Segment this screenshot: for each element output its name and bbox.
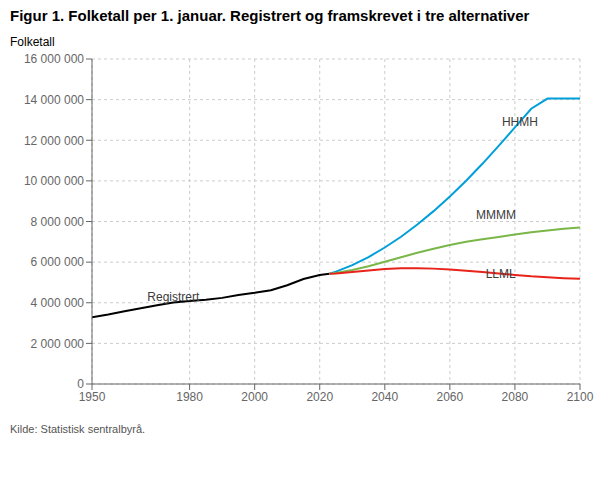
svg-text:16 000 000: 16 000 000 (24, 52, 84, 66)
svg-text:6 000 000: 6 000 000 (31, 255, 85, 269)
svg-text:2 000 000: 2 000 000 (31, 337, 85, 351)
svg-text:1980: 1980 (176, 390, 203, 404)
svg-text:0: 0 (77, 377, 84, 391)
svg-text:12 000 000: 12 000 000 (24, 134, 84, 148)
svg-text:1950: 1950 (79, 390, 106, 404)
svg-text:LLML: LLML (486, 267, 516, 281)
svg-text:8 000 000: 8 000 000 (31, 215, 85, 229)
svg-text:2100: 2100 (567, 390, 594, 404)
svg-text:HHMH: HHMH (502, 115, 538, 129)
svg-text:Registrert: Registrert (147, 290, 200, 304)
svg-text:14 000 000: 14 000 000 (24, 93, 84, 107)
html-text:Folketall: Folketall (10, 35, 55, 49)
svg-text:2020: 2020 (306, 390, 333, 404)
svg-text:2060: 2060 (437, 390, 464, 404)
svg-text:2040: 2040 (371, 390, 398, 404)
svg-text:MMMM: MMMM (476, 208, 516, 222)
svg-text:10 000 000: 10 000 000 (24, 174, 84, 188)
svg-text:2080: 2080 (502, 390, 529, 404)
svg-text:4 000 000: 4 000 000 (31, 296, 85, 310)
html-text:Figur 1. Folketall per 1. janu: Figur 1. Folketall per 1. januar. Regist… (10, 7, 530, 24)
html-text:Kilde: Statistisk sentralbyrå.: Kilde: Statistisk sentralbyrå. (10, 423, 146, 435)
svg-text:2000: 2000 (241, 390, 268, 404)
